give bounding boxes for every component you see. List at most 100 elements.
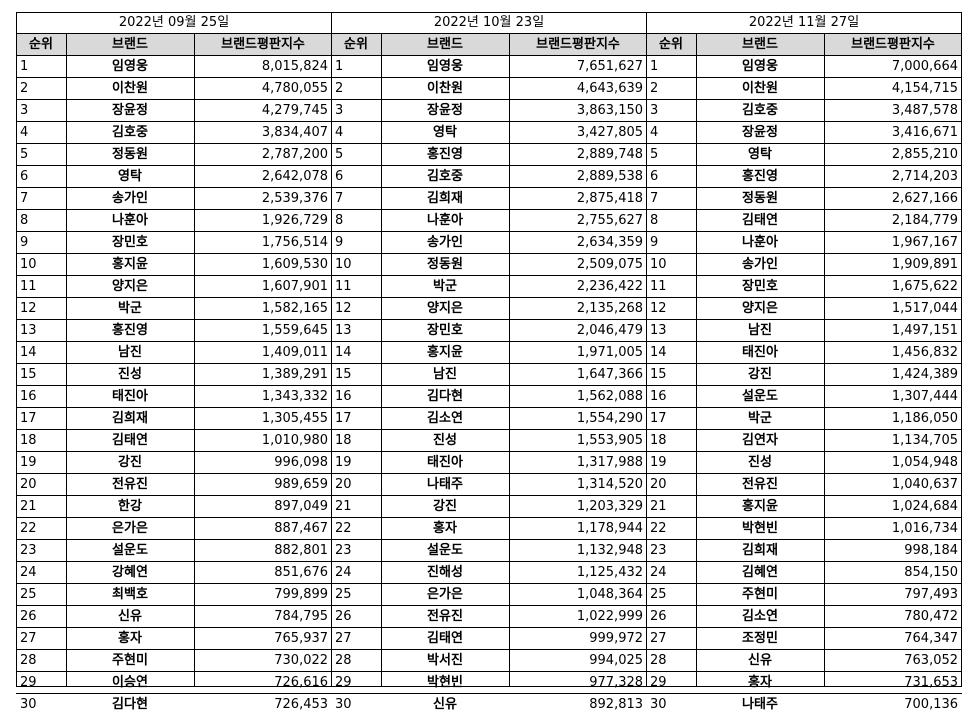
rank-cell: 11	[646, 276, 696, 298]
brand-cell: 강진	[381, 496, 509, 518]
rank-cell: 2	[16, 78, 66, 100]
period-date: 2022년 10월 23일	[331, 12, 647, 34]
score-cell: 4,279,745	[194, 100, 332, 122]
rank-cell: 30	[646, 694, 696, 715]
brand-cell: 장윤정	[66, 100, 194, 122]
rank-cell: 23	[16, 540, 66, 562]
brand-cell: 은가은	[381, 584, 509, 606]
brand-cell: 김희재	[381, 188, 509, 210]
score-cell: 3,427,805	[509, 122, 647, 144]
rank-cell: 13	[331, 320, 381, 342]
rank-cell: 7	[16, 188, 66, 210]
score-cell: 1,926,729	[194, 210, 332, 232]
brand-cell: 김태연	[66, 430, 194, 452]
brand-cell: 김연자	[696, 430, 824, 452]
brand-cell: 이찬원	[66, 78, 194, 100]
brand-cell: 홍지윤	[66, 254, 194, 276]
rank-cell: 24	[331, 562, 381, 584]
rank-cell: 5	[331, 144, 381, 166]
brand-cell: 송가인	[696, 254, 824, 276]
rank-cell: 22	[331, 518, 381, 540]
rank-cell: 16	[16, 386, 66, 408]
score-cell: 2,889,538	[509, 166, 647, 188]
rank-cell: 19	[16, 452, 66, 474]
score-cell: 977,328	[509, 672, 647, 694]
brand-cell: 진해성	[381, 562, 509, 584]
brand-cell: 설운도	[381, 540, 509, 562]
brand-cell: 태진아	[66, 386, 194, 408]
rank-cell: 21	[331, 496, 381, 518]
score-cell: 764,347	[824, 628, 962, 650]
rank-cell: 4	[16, 122, 66, 144]
brand-cell: 신유	[66, 606, 194, 628]
brand-cell: 주현미	[66, 650, 194, 672]
rank-cell: 17	[646, 408, 696, 430]
rank-cell: 14	[646, 342, 696, 364]
score-cell: 999,972	[509, 628, 647, 650]
rank-cell: 25	[331, 584, 381, 606]
rank-cell: 10	[331, 254, 381, 276]
brand-cell: 설운도	[696, 386, 824, 408]
brand-cell: 홍지윤	[381, 342, 509, 364]
score-cell: 7,000,664	[824, 56, 962, 78]
brand-cell: 전유진	[66, 474, 194, 496]
brand-cell: 태진아	[381, 452, 509, 474]
brand-cell: 남진	[696, 320, 824, 342]
panel-divider	[646, 12, 647, 687]
score-cell: 897,049	[194, 496, 332, 518]
brand-cell: 신유	[696, 650, 824, 672]
rank-cell: 24	[646, 562, 696, 584]
score-cell: 1,559,645	[194, 320, 332, 342]
brand-cell: 진성	[696, 452, 824, 474]
brand-cell: 전유진	[696, 474, 824, 496]
brand-cell: 장윤정	[696, 122, 824, 144]
rank-cell: 10	[16, 254, 66, 276]
brand-header: 브랜드	[66, 34, 194, 56]
brand-cell: 김다현	[381, 386, 509, 408]
rank-header: 순위	[646, 34, 696, 56]
score-cell: 2,755,627	[509, 210, 647, 232]
score-cell: 882,801	[194, 540, 332, 562]
score-cell: 1,022,999	[509, 606, 647, 628]
score-cell: 3,834,407	[194, 122, 332, 144]
brand-cell: 김소연	[381, 408, 509, 430]
brand-cell: 정동원	[696, 188, 824, 210]
rank-cell: 17	[16, 408, 66, 430]
brand-cell: 진성	[66, 364, 194, 386]
rank-cell: 15	[16, 364, 66, 386]
rank-cell: 28	[646, 650, 696, 672]
date-row: 2022년 09월 25일	[16, 12, 332, 34]
score-cell: 1,409,011	[194, 342, 332, 364]
score-cell: 1,343,332	[194, 386, 332, 408]
score-cell: 2,539,376	[194, 188, 332, 210]
score-cell: 784,795	[194, 606, 332, 628]
rank-cell: 20	[16, 474, 66, 496]
score-cell: 2,509,075	[509, 254, 647, 276]
score-cell: 1,203,329	[509, 496, 647, 518]
score-cell: 1,497,151	[824, 320, 962, 342]
rank-cell: 4	[331, 122, 381, 144]
